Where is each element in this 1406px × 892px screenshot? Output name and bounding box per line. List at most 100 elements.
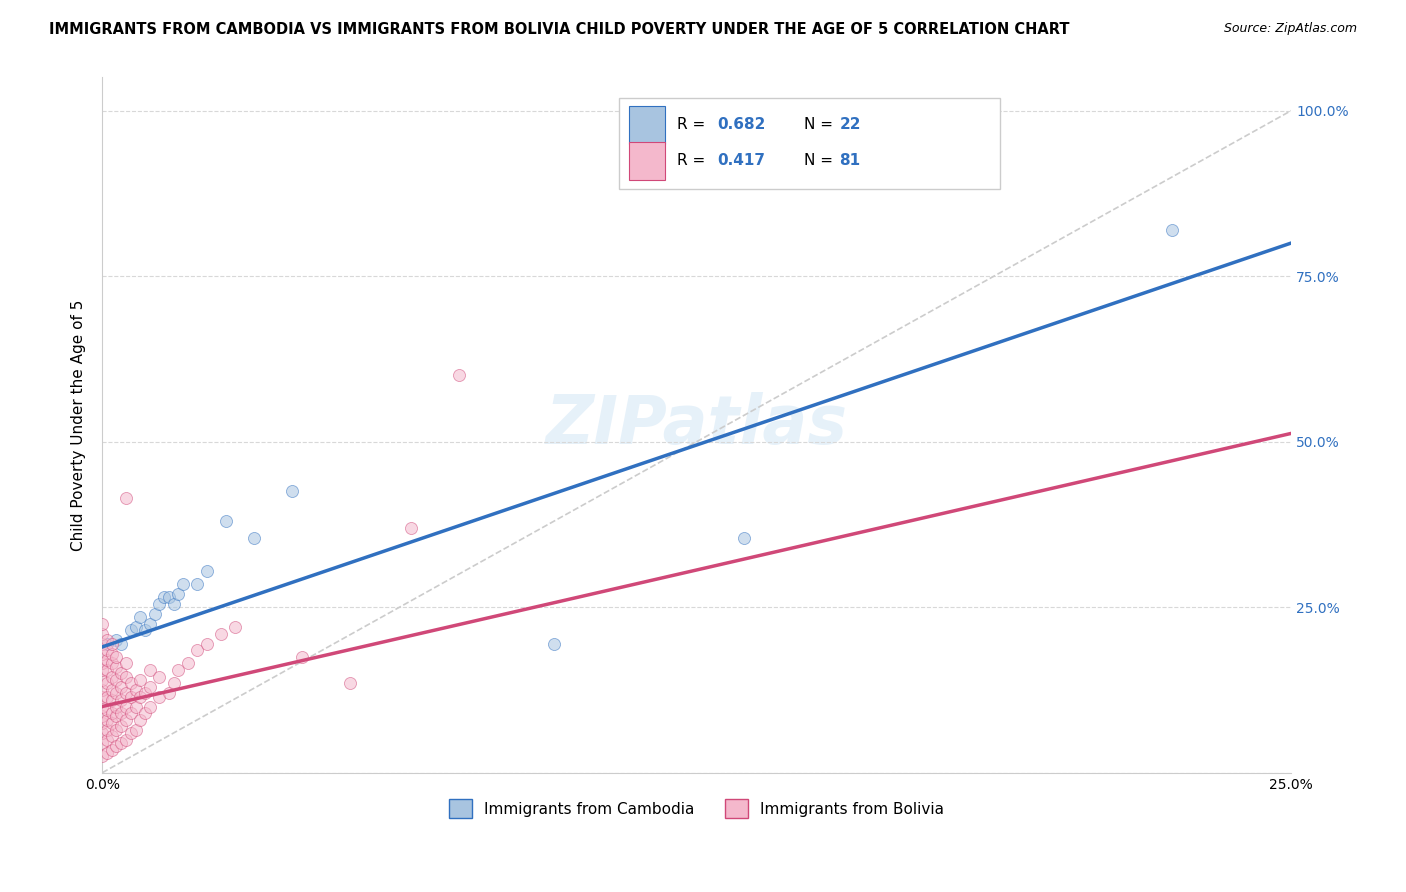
Point (447, 368, 470, 383)
Point (129, 673, 152, 687)
Point (105, 660, 128, 674)
Legend: Immigrants from Cambodia, Immigrants from Bolivia: Immigrants from Cambodia, Immigrants fro… (443, 793, 950, 824)
Y-axis label: Child Poverty Under the Age of 5: Child Poverty Under the Age of 5 (72, 300, 86, 550)
Point (96, 713, 118, 727)
Point (110, 680, 132, 694)
Point (91, 663, 114, 677)
Point (124, 723, 146, 737)
Point (105, 709, 128, 723)
Point (243, 531, 266, 545)
Point (100, 647, 122, 661)
Text: N =: N = (804, 117, 838, 132)
Point (172, 577, 194, 591)
Point (96, 633, 118, 648)
Point (115, 686, 138, 700)
Point (167, 587, 190, 601)
Point (100, 637, 122, 651)
Text: IMMIGRANTS FROM CAMBODIA VS IMMIGRANTS FROM BOLIVIA CHILD POVERTY UNDER THE AGE : IMMIGRANTS FROM CAMBODIA VS IMMIGRANTS F… (49, 22, 1070, 37)
Point (100, 729, 122, 743)
Text: ZIPatlas: ZIPatlas (546, 392, 848, 458)
Point (91, 726, 114, 740)
Point (148, 597, 170, 611)
Point (96, 653, 118, 667)
Point (105, 633, 128, 648)
Point (96, 703, 118, 717)
Text: 22: 22 (839, 117, 860, 132)
Point (115, 657, 138, 671)
Point (195, 564, 218, 578)
Point (96, 746, 118, 760)
Point (167, 663, 190, 677)
Point (100, 670, 122, 684)
Point (124, 699, 146, 714)
Point (96, 637, 118, 651)
Point (291, 649, 314, 664)
Point (100, 706, 122, 720)
Point (129, 690, 152, 704)
Point (215, 514, 238, 528)
Point (115, 491, 138, 505)
Point (134, 686, 156, 700)
Point (186, 643, 208, 657)
Point (100, 716, 122, 731)
Text: R =: R = (676, 117, 710, 132)
Point (129, 713, 152, 727)
Point (129, 610, 152, 624)
Point (339, 676, 361, 690)
Point (110, 736, 132, 750)
Point (134, 624, 156, 638)
Point (96, 676, 118, 690)
Point (139, 680, 162, 694)
Point (91, 709, 114, 723)
Point (96, 732, 118, 747)
Point (543, 637, 565, 651)
Text: 0.417: 0.417 (717, 153, 765, 169)
Point (91, 690, 114, 704)
Point (120, 706, 142, 720)
Point (91, 637, 114, 651)
Point (91, 749, 114, 764)
Point (153, 591, 176, 605)
Point (91, 673, 114, 687)
Point (186, 577, 208, 591)
Point (139, 616, 162, 631)
Point (115, 732, 138, 747)
Point (110, 666, 132, 681)
Point (224, 620, 246, 634)
Point (105, 673, 128, 687)
Point (143, 607, 166, 621)
Point (120, 676, 142, 690)
Text: N =: N = (804, 153, 838, 169)
Point (105, 723, 128, 737)
Point (96, 690, 118, 704)
Point (110, 637, 132, 651)
Point (91, 716, 114, 731)
Point (733, 531, 755, 545)
Point (139, 663, 162, 677)
Point (105, 699, 128, 714)
Point (115, 713, 138, 727)
Point (1161, 223, 1184, 237)
FancyBboxPatch shape (620, 98, 1000, 189)
Point (139, 699, 162, 714)
Point (105, 649, 128, 664)
Text: Source: ZipAtlas.com: Source: ZipAtlas.com (1223, 22, 1357, 36)
Point (100, 693, 122, 707)
Point (105, 739, 128, 754)
Point (162, 597, 184, 611)
Point (96, 643, 118, 657)
Point (401, 521, 423, 535)
Point (91, 616, 114, 631)
Point (134, 706, 156, 720)
Point (120, 690, 142, 704)
Point (96, 663, 118, 677)
Point (100, 742, 122, 756)
Point (148, 690, 170, 704)
Point (195, 637, 218, 651)
Text: R =: R = (676, 153, 710, 169)
Point (110, 719, 132, 733)
Point (124, 683, 146, 698)
Point (96, 723, 118, 737)
Point (91, 699, 114, 714)
FancyBboxPatch shape (628, 105, 665, 144)
